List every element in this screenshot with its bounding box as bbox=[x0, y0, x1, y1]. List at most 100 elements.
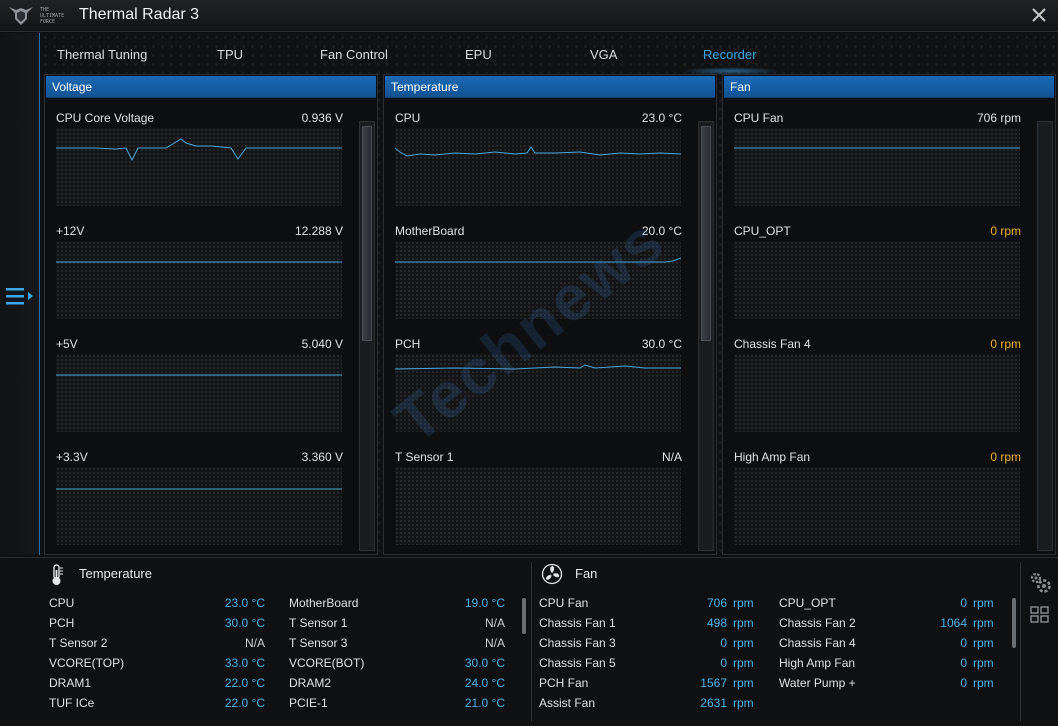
summary-label: T Sensor 2 bbox=[49, 636, 108, 650]
menu-icon[interactable] bbox=[6, 285, 36, 307]
summary-value: 2631 bbox=[700, 696, 727, 710]
summary-value: 21.0 °C bbox=[464, 696, 505, 710]
sensor-graph bbox=[56, 241, 342, 319]
graph-line-12v bbox=[56, 261, 342, 263]
summary-unit: rpm bbox=[733, 656, 754, 670]
summary-value: 22.0 °C bbox=[224, 696, 265, 710]
sensor-graph bbox=[56, 467, 342, 545]
sensor-graph bbox=[56, 354, 342, 432]
scrollbar-thumb[interactable] bbox=[362, 126, 372, 341]
sensor-graph bbox=[734, 241, 1020, 319]
tab-vga[interactable]: VGA bbox=[590, 47, 618, 62]
summary-value: 0 bbox=[960, 676, 967, 690]
graph-line-5v bbox=[56, 374, 342, 376]
sensor-value: N/A bbox=[661, 450, 682, 464]
gear-icon[interactable] bbox=[1028, 570, 1052, 594]
summary-value: 0 bbox=[720, 636, 727, 650]
main-content: Thermal Tuning TPU Fan Control EPU VGA R… bbox=[41, 33, 1058, 555]
summary-value: 0 bbox=[960, 636, 967, 650]
summary-value: 0 bbox=[960, 656, 967, 670]
tab-tpu[interactable]: TPU bbox=[217, 47, 243, 62]
summary-label: TUF ICe bbox=[49, 696, 95, 710]
graph-line-3v3 bbox=[56, 488, 342, 490]
summary-unit: rpm bbox=[973, 636, 994, 650]
sensor-label: CPU Core Voltage bbox=[56, 111, 155, 125]
sensor-graph bbox=[395, 241, 681, 319]
sensor-label: CPU bbox=[395, 111, 421, 125]
fan-icon bbox=[541, 563, 563, 585]
panel-title: Fan bbox=[730, 80, 751, 94]
title-bar: THE ULTIMATE FORCE Thermal Radar 3 bbox=[0, 0, 1058, 32]
summary-label: Chassis Fan 1 bbox=[539, 616, 616, 630]
sensor-value: 0.936 V bbox=[301, 111, 343, 125]
summary-unit: rpm bbox=[733, 676, 754, 690]
summary-label: PCH Fan bbox=[539, 676, 589, 690]
summary-value: 706 bbox=[706, 596, 727, 610]
summary-value: 19.0 °C bbox=[464, 596, 505, 610]
fan-panel-header: Fan bbox=[724, 76, 1054, 98]
side-menu-strip bbox=[0, 33, 40, 555]
summary-value: N/A bbox=[484, 636, 505, 650]
bottom-fan-title: Fan bbox=[575, 566, 598, 581]
temperature-panel-header: Temperature bbox=[385, 76, 715, 98]
graph-line-cpu-core-voltage bbox=[56, 138, 342, 162]
sensor-label: +3.3V bbox=[56, 450, 88, 464]
panel-title: Temperature bbox=[391, 80, 459, 94]
summary-value: 23.0 °C bbox=[224, 596, 265, 610]
summary-value: 498 bbox=[706, 616, 727, 630]
summary-value: 30.0 °C bbox=[224, 616, 265, 630]
grid-icon[interactable] bbox=[1030, 606, 1050, 624]
summary-label: Chassis Fan 2 bbox=[779, 616, 856, 630]
summary-label: Chassis Fan 3 bbox=[539, 636, 616, 650]
sensor-label: PCH bbox=[395, 337, 421, 351]
thermometer-icon bbox=[52, 564, 63, 585]
summary-value: 0 bbox=[720, 656, 727, 670]
voltage-panel-header: Voltage bbox=[46, 76, 376, 98]
sensor-value: 30.0 °C bbox=[641, 337, 682, 351]
sensor-value: 20.0 °C bbox=[641, 224, 682, 238]
panel-title: Voltage bbox=[52, 80, 93, 94]
summary-value: N/A bbox=[244, 636, 265, 650]
sensor-graph bbox=[395, 128, 681, 206]
tuf-logo-icon bbox=[9, 7, 33, 25]
bottom-temperature-title: Temperature bbox=[79, 566, 152, 581]
tab-thermal-tuning[interactable]: Thermal Tuning bbox=[57, 47, 148, 62]
fan-scrollbar[interactable] bbox=[1037, 121, 1053, 551]
sensor-graph bbox=[734, 128, 1020, 206]
graph-line-motherboard-temp bbox=[395, 257, 681, 263]
summary-value: 1567 bbox=[700, 676, 727, 690]
summary-unit: rpm bbox=[973, 616, 994, 630]
sensor-value: 706 rpm bbox=[976, 111, 1021, 125]
close-icon[interactable] bbox=[1028, 4, 1050, 26]
sensor-label: +12V bbox=[56, 224, 85, 238]
voltage-scrollbar[interactable] bbox=[359, 121, 375, 551]
summary-value: 30.0 °C bbox=[464, 656, 505, 670]
summary-unit: rpm bbox=[973, 656, 994, 670]
summary-label: Water Pump + bbox=[779, 676, 856, 690]
summary-label: High Amp Fan bbox=[779, 656, 856, 670]
tab-epu[interactable]: EPU bbox=[465, 47, 492, 62]
summary-value: 0 bbox=[960, 596, 967, 610]
summary-unit: rpm bbox=[733, 596, 754, 610]
temperature-scrollbar[interactable] bbox=[698, 121, 714, 551]
tab-fan-control[interactable]: Fan Control bbox=[320, 47, 388, 62]
summary-value: 24.0 °C bbox=[464, 676, 505, 690]
section-divider bbox=[531, 562, 532, 722]
section-divider bbox=[1020, 562, 1021, 722]
tab-recorder[interactable]: Recorder bbox=[703, 47, 757, 62]
summary-unit: rpm bbox=[733, 616, 754, 630]
summary-label: CPU Fan bbox=[539, 596, 589, 610]
scrollbar-thumb[interactable] bbox=[701, 126, 711, 341]
summary-label: Assist Fan bbox=[539, 696, 596, 710]
summary-value: 33.0 °C bbox=[224, 656, 265, 670]
graph-line-pch-temp bbox=[395, 364, 681, 370]
summary-label: Chassis Fan 4 bbox=[779, 636, 856, 650]
fan-list-scrollbar[interactable] bbox=[1012, 598, 1016, 648]
app-title: Thermal Radar 3 bbox=[79, 6, 200, 23]
sensor-value: 0 rpm bbox=[990, 224, 1021, 238]
sensor-value: 12.288 V bbox=[294, 224, 343, 238]
summary-label: CPU bbox=[49, 596, 75, 610]
summary-unit: rpm bbox=[733, 696, 754, 710]
temperature-list-scrollbar[interactable] bbox=[522, 598, 526, 634]
summary-label: DRAM2 bbox=[289, 676, 332, 690]
